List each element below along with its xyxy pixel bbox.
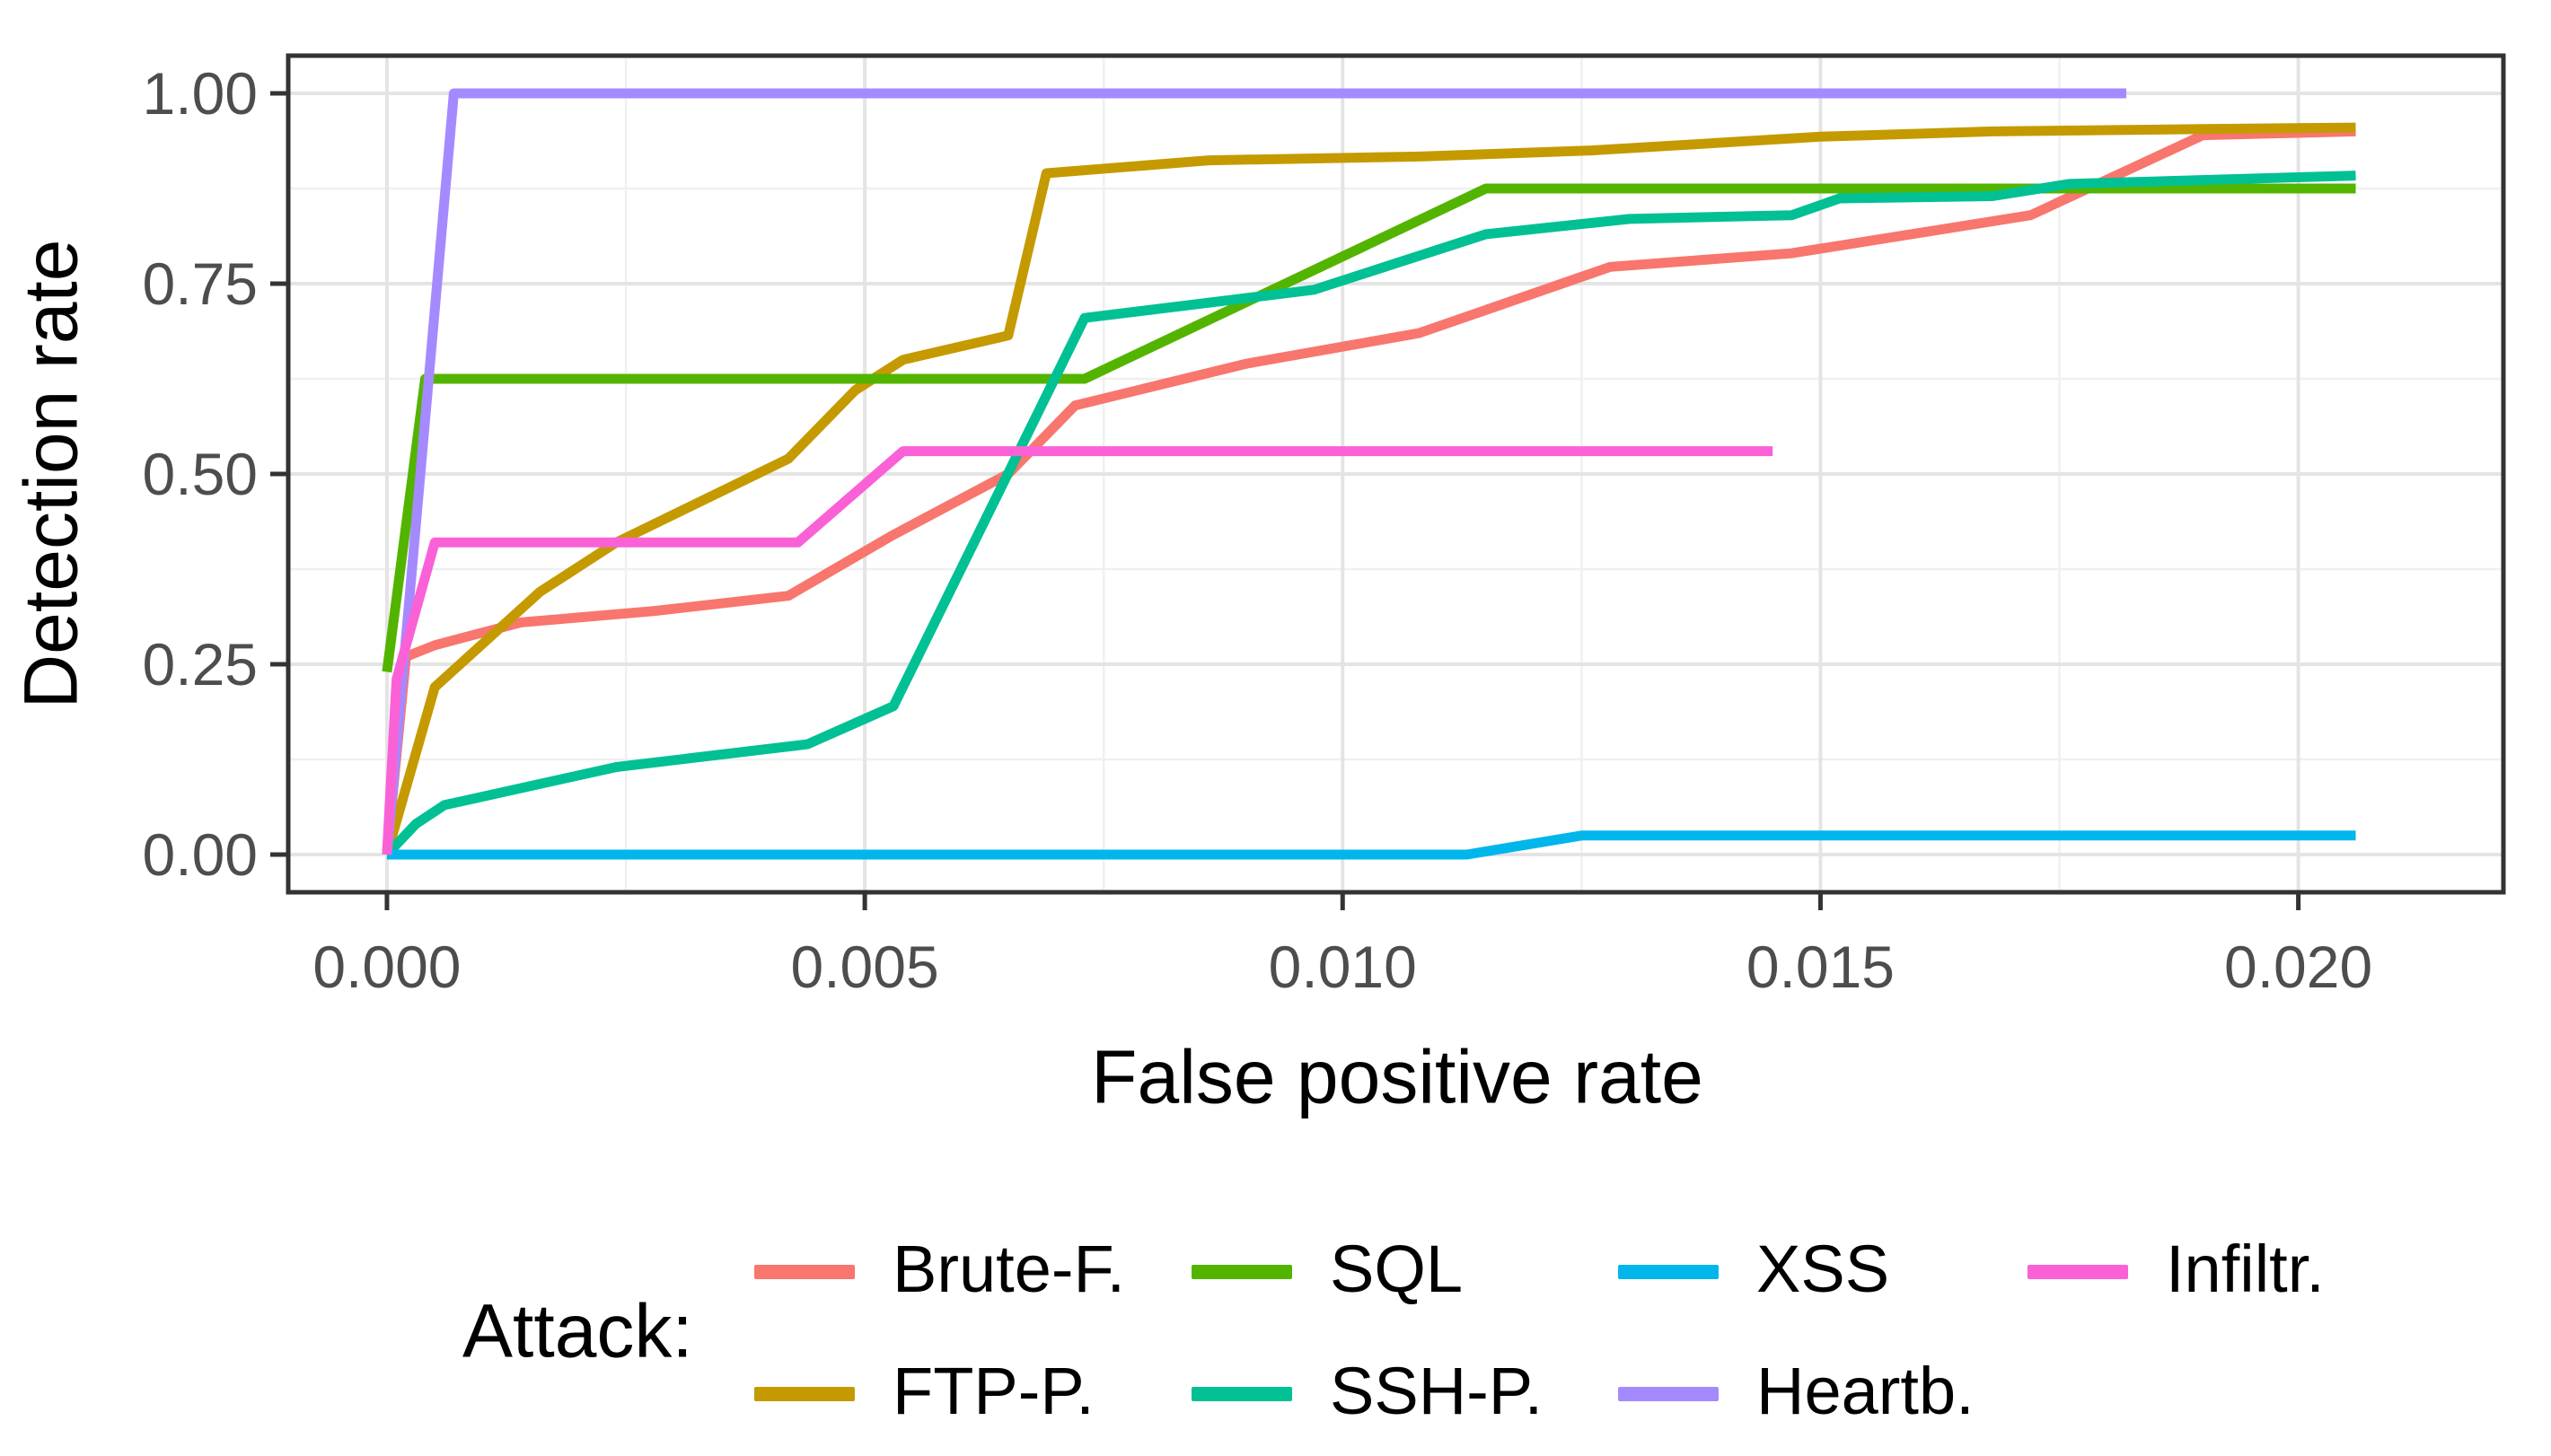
legend-label-ssh-p: SSH-P. — [1330, 1354, 1544, 1429]
legend-title: Attack: — [462, 1288, 693, 1373]
legend-swatch-sql — [1192, 1265, 1292, 1279]
legend-label-sql: SQL — [1330, 1232, 1464, 1307]
series-line-ftp-p — [382, 122, 2356, 856]
series-line-ssh-p — [383, 171, 2356, 858]
x-tick-label: 0.005 — [791, 934, 939, 1000]
series-line-heartb — [382, 88, 2126, 855]
y-tick-label: 1.00 — [143, 60, 258, 127]
y-tick-label: 0.00 — [143, 821, 258, 888]
y-tick-label: 0.75 — [143, 250, 258, 317]
legend-label-ftp-p: FTP-P. — [893, 1354, 1095, 1429]
y-axis-title: Detection rate — [8, 239, 93, 709]
x-tick-label: 0.020 — [2224, 934, 2372, 1000]
legend-swatch-heartb — [1618, 1387, 1719, 1401]
series-line-brute-f — [382, 126, 2356, 855]
legend-label-infiltr: Infiltr. — [2166, 1232, 2325, 1307]
x-tick-label: 0.015 — [1746, 934, 1895, 1000]
legend-swatch-infiltr — [2028, 1265, 2128, 1279]
series-line-infiltr — [382, 446, 1773, 855]
legend-swatch-ssh-p — [1192, 1387, 1292, 1401]
series-line-sql — [382, 183, 2356, 673]
y-tick-label: 0.50 — [143, 441, 258, 507]
legend-label-xss: XSS — [1756, 1232, 1890, 1307]
legend-label-heartb: Heartb. — [1756, 1354, 1975, 1429]
y-tick-label: 0.25 — [143, 631, 258, 697]
series-line-xss — [386, 830, 2356, 860]
legend-label-brute-f: Brute-F. — [893, 1232, 1126, 1307]
x-tick-label: 0.000 — [312, 934, 461, 1000]
x-axis-title: False positive rate — [1091, 1034, 1703, 1119]
x-tick-label: 0.010 — [1269, 934, 1417, 1000]
legend-swatch-brute-f — [754, 1265, 855, 1279]
legend-swatch-xss — [1618, 1265, 1719, 1279]
legend-swatch-ftp-p — [754, 1387, 855, 1401]
